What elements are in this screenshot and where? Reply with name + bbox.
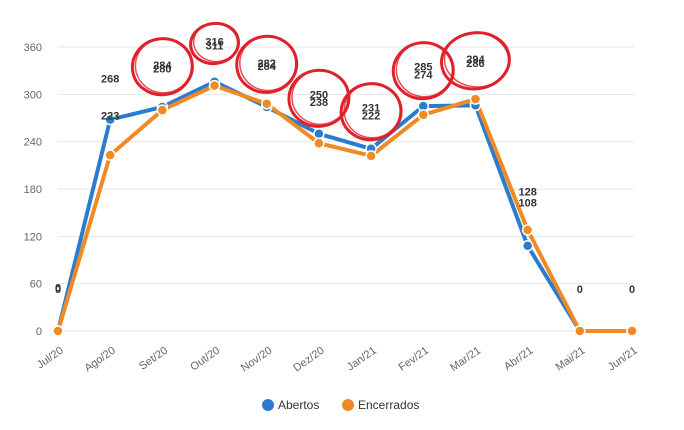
data-label: 284 xyxy=(258,61,277,73)
series-line-abertos xyxy=(56,79,634,333)
data-point-encerrados xyxy=(156,104,169,116)
legend-item-encerrados[interactable]: Encerrados xyxy=(342,398,419,412)
data-point-encerrados xyxy=(208,79,221,92)
annotation-circle xyxy=(395,41,454,98)
data-label: 282 xyxy=(258,58,276,70)
y-axis-ticks: 0 60 120 180 240 300 360 xyxy=(24,42,42,338)
data-point-abertos xyxy=(313,128,325,140)
data-label: 223 xyxy=(101,111,119,123)
data-label: 311 xyxy=(206,40,224,52)
data-point-encerrados xyxy=(104,149,116,161)
y-tick-label: 60 xyxy=(30,279,42,291)
annotation-circle xyxy=(291,69,349,126)
data-label: 128 xyxy=(518,186,536,198)
x-tick-label: Set/20 xyxy=(137,345,170,373)
x-tick-label: Jan/21 xyxy=(345,345,379,374)
data-label: 268 xyxy=(101,74,119,86)
series-group xyxy=(52,75,638,337)
data-point-abertos xyxy=(521,240,534,252)
annotation-circle xyxy=(239,35,297,92)
data-label: 238 xyxy=(310,97,328,109)
x-tick-label: Nov/20 xyxy=(239,345,274,375)
x-tick-label: Abr/21 xyxy=(502,345,535,373)
data-label: 284 xyxy=(153,60,172,72)
data-label: 285 xyxy=(414,62,432,74)
data-point-encerrados xyxy=(313,137,325,149)
data-point-encerrados xyxy=(626,325,638,337)
data-label: 0 xyxy=(629,284,635,296)
data-point-encerrados xyxy=(52,325,64,337)
x-tick-label: Ago/20 xyxy=(82,345,117,375)
x-tick-label: Mai/21 xyxy=(554,345,588,374)
data-point-encerrados xyxy=(574,325,586,337)
y-tick-label: 180 xyxy=(24,184,42,196)
series-line-encerrados xyxy=(56,83,634,333)
annotation-circle xyxy=(443,32,510,88)
data-point-encerrados xyxy=(365,150,377,162)
legend-label: Abertos xyxy=(278,398,319,412)
x-axis-ticks: Jul/20 Ago/20 Set/20 Out/20 Nov/20 Dez/20 Jan/… xyxy=(35,345,640,375)
x-tick-label: Jun/21 xyxy=(606,345,640,374)
data-point-encerrados xyxy=(417,109,430,121)
x-tick-label: Mar/21 xyxy=(448,345,483,374)
legend-marker xyxy=(262,399,274,411)
data-label: 231 xyxy=(362,103,380,115)
y-tick-label: 240 xyxy=(24,137,42,149)
y-tick-label: 120 xyxy=(24,231,42,243)
data-label: 294 xyxy=(466,54,485,66)
legend-item-abertos[interactable]: Abertos xyxy=(262,398,319,412)
annotation-circle xyxy=(343,83,401,139)
data-point-abertos xyxy=(104,113,116,126)
x-tick-label: Fev/21 xyxy=(397,345,431,374)
x-tick-label: Dez/20 xyxy=(291,345,326,375)
data-label: 0 xyxy=(55,284,61,296)
annotation-circle xyxy=(134,38,193,94)
data-point-encerrados xyxy=(260,98,273,110)
data-label: 0 xyxy=(577,284,583,296)
data-label: 316 xyxy=(205,36,223,48)
legend[interactable]: Abertos Encerrados xyxy=(262,398,419,412)
annotation-circle xyxy=(192,22,239,63)
x-tick-label: Jul/20 xyxy=(35,345,66,372)
y-tick-label: 0 xyxy=(36,326,42,338)
annotation-circles xyxy=(130,21,511,142)
legend-label: Encerrados xyxy=(358,398,419,412)
data-label: 0 xyxy=(55,283,61,295)
legend-marker xyxy=(342,399,354,411)
data-point-encerrados xyxy=(469,93,482,105)
data-label: 222 xyxy=(362,111,380,123)
data-point-encerrados xyxy=(521,224,534,236)
y-tick-label: 360 xyxy=(24,42,42,54)
data-label: 280 xyxy=(153,63,171,75)
data-label: 274 xyxy=(414,70,433,82)
data-label: 250 xyxy=(310,89,328,101)
data-label: 286 xyxy=(466,58,484,70)
x-tick-label: Out/20 xyxy=(188,345,222,374)
y-tick-label: 300 xyxy=(24,89,42,101)
data-label: 108 xyxy=(518,197,536,209)
